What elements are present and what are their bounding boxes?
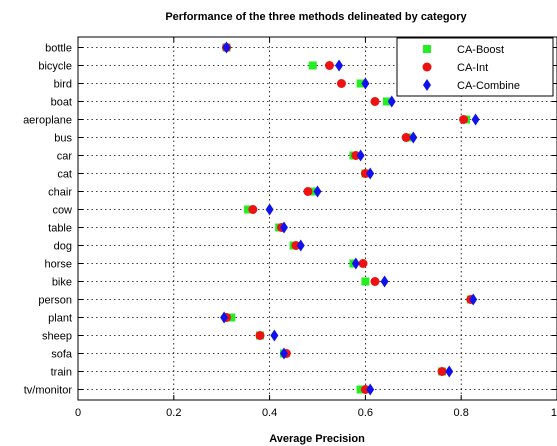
- y-tick-label: bike: [52, 277, 72, 289]
- y-tick-label: bird: [54, 79, 72, 91]
- y-tick-label: bus: [54, 133, 72, 145]
- y-tick-label: chair: [48, 187, 72, 199]
- legend-label: CA-Combine: [457, 80, 520, 92]
- legend-marker: [423, 79, 431, 91]
- data-point-ca-combine: [279, 221, 288, 234]
- data-point-ca-combine: [356, 149, 365, 162]
- x-tick-label: 0.4: [262, 407, 277, 419]
- y-tick-label: car: [57, 151, 73, 163]
- y-tick-label: bicycle: [38, 61, 72, 73]
- y-tick-label: bottle: [45, 43, 72, 55]
- y-tick-label: horse: [44, 259, 72, 271]
- data-point-ca-int: [459, 115, 469, 124]
- data-point-ca-boost: [361, 277, 370, 286]
- y-tick-label: table: [48, 223, 72, 235]
- data-point-ca-int: [370, 97, 380, 106]
- data-point-ca-int: [370, 277, 380, 286]
- data-point-ca-combine: [387, 95, 396, 108]
- y-tick-label: sofa: [51, 349, 73, 361]
- y-tick-label: dog: [54, 241, 72, 253]
- y-tick-label: sheep: [42, 331, 72, 343]
- data-point-ca-int: [437, 367, 447, 376]
- x-tick-label: 0: [75, 407, 81, 419]
- data-point-ca-int: [255, 331, 265, 340]
- data-point-ca-int: [336, 79, 346, 88]
- data-point-ca-combine: [471, 113, 480, 126]
- data-point-ca-int: [358, 259, 368, 268]
- data-point-ca-boost: [308, 61, 317, 70]
- chart-title: Performance of the three methods delinea…: [165, 11, 467, 23]
- data-point-ca-int: [360, 169, 370, 178]
- data-point-ca-combine: [296, 239, 305, 252]
- data-point-ca-combine: [270, 329, 279, 342]
- legend-label: CA-Boost: [457, 44, 504, 56]
- data-point-ca-boost: [227, 313, 236, 322]
- data-point-ca-combine: [366, 167, 375, 180]
- legend-marker: [423, 45, 431, 53]
- data-marks: [220, 41, 480, 396]
- y-tick-label: cat: [57, 169, 72, 181]
- y-tick-label: boat: [51, 97, 72, 109]
- x-tick-labels: 0 0.2 0.4 0.6 0.8 1: [75, 407, 557, 419]
- data-point-ca-int: [324, 61, 334, 70]
- data-point-ca-combine: [279, 347, 288, 360]
- data-point-ca-boost: [356, 385, 365, 394]
- data-point-ca-combine: [445, 365, 454, 378]
- data-point-ca-int: [248, 205, 258, 214]
- data-point-ca-combine: [220, 311, 229, 324]
- x-axis-label: Average Precision: [269, 433, 365, 445]
- x-tick-label: 0.6: [358, 407, 373, 419]
- data-point-ca-int: [401, 133, 411, 142]
- grid-lines: [78, 37, 557, 400]
- data-point-ca-combine: [409, 131, 418, 144]
- y-tick-label: train: [51, 367, 72, 379]
- y-tick-label: plant: [48, 313, 72, 325]
- data-point-ca-combine: [380, 275, 389, 288]
- y-tick-label: aeroplane: [23, 115, 72, 127]
- data-point-ca-combine: [335, 59, 344, 72]
- data-point-ca-combine: [361, 77, 370, 90]
- data-point-ca-boost: [308, 187, 317, 196]
- x-tick-label: 0.8: [454, 407, 469, 419]
- plot-area-frame: [77, 36, 557, 401]
- data-point-ca-int: [291, 241, 301, 250]
- data-point-ca-combine: [351, 257, 360, 270]
- x-tick-label: 1: [551, 407, 557, 419]
- y-tick-labels: bottle bicycle bird boat aeroplane bus car cat c…: [23, 43, 73, 397]
- data-point-ca-int: [351, 151, 361, 160]
- y-tick-label: person: [38, 295, 72, 307]
- data-point-ca-boost: [356, 79, 365, 88]
- data-point-ca-combine: [366, 383, 375, 396]
- data-point-ca-combine: [313, 185, 322, 198]
- data-point-ca-int: [360, 385, 370, 394]
- data-point-ca-combine: [265, 203, 274, 216]
- data-point-ca-int: [303, 187, 313, 196]
- x-tick-label: 0.2: [166, 407, 181, 419]
- y-tick-label: tv/monitor: [24, 385, 73, 397]
- data-point-ca-combine: [469, 293, 478, 306]
- legend-marker: [422, 62, 432, 72]
- legend-label: CA-Int: [457, 62, 488, 74]
- data-point-ca-boost: [382, 97, 391, 106]
- data-point-ca-combine: [222, 41, 231, 54]
- data-point-ca-boost: [244, 205, 253, 214]
- y-tick-label: cow: [52, 205, 72, 217]
- legend: CA-Boost CA-Int CA-Combine: [396, 37, 554, 97]
